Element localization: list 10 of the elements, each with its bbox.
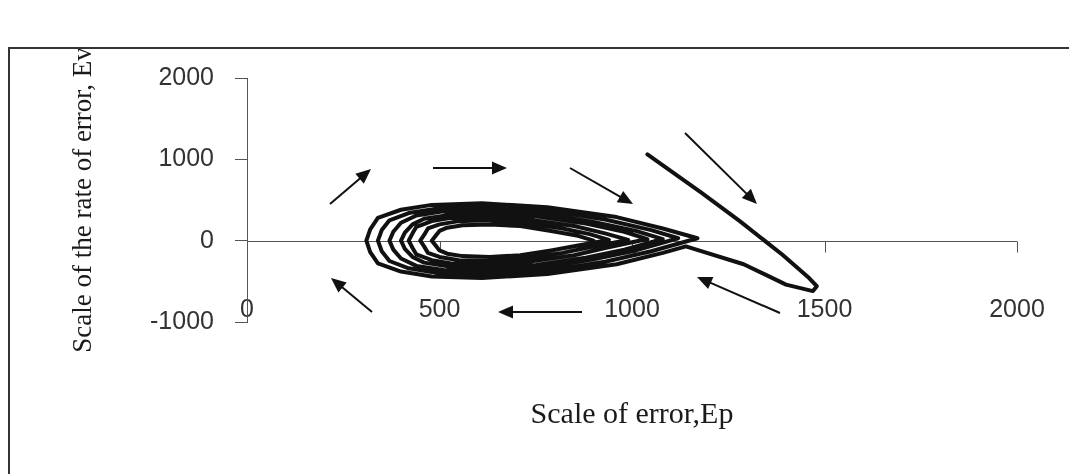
y-tick-label: -1000 [150,305,214,334]
x-axis-title: Scale of error,Ep [530,395,734,429]
y-tick-label: 1000 [158,143,214,172]
x-tick-label: 2000 [989,293,1045,322]
y-tick-label: 0 [200,224,214,253]
y-axis-title: Scale of the rate of error, Ev [67,46,98,353]
x-tick-label: 1500 [796,293,853,322]
y-tick-label: 2000 [158,61,214,90]
x-tick-label: 500 [418,293,461,322]
x-tick-label: 1000 [604,293,660,322]
